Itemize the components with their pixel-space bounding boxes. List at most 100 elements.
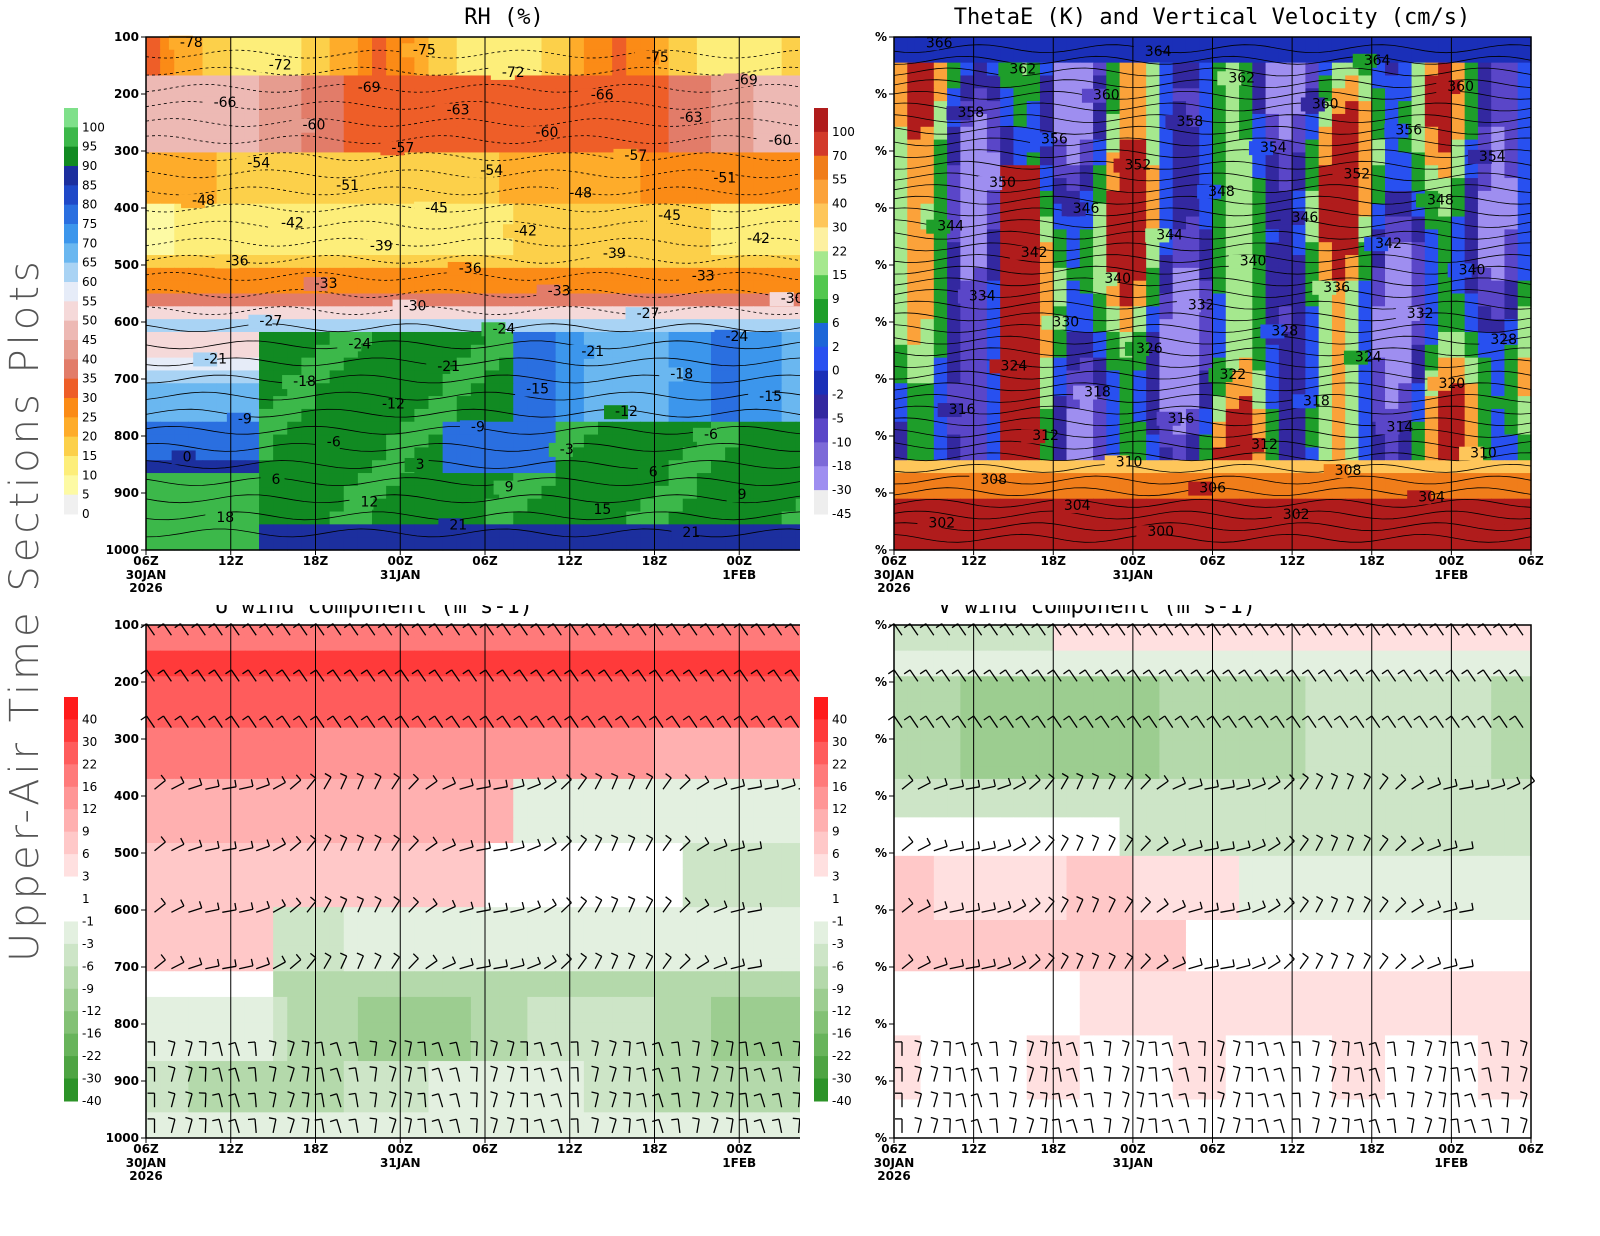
- field-cell: [1424, 37, 1439, 51]
- field-cell: [1132, 306, 1147, 320]
- field-cell: [654, 344, 670, 359]
- field-cell: [1292, 37, 1306, 51]
- field-cell: [485, 242, 500, 256]
- x-tick-label: 18Z: [1041, 554, 1067, 568]
- field-cell: [894, 370, 908, 384]
- field-cell: [1305, 460, 1320, 474]
- field-cell: [1225, 101, 1240, 115]
- field-cell: [682, 242, 698, 256]
- field-cell: [1504, 434, 1519, 448]
- field-cell: [1199, 331, 1214, 346]
- field-cell: [1451, 524, 1466, 538]
- field-cell: [1185, 344, 1200, 359]
- field-cell: [428, 663, 444, 677]
- field-cell: [1093, 408, 1107, 423]
- field-cell: [527, 216, 543, 230]
- field-cell: [1318, 524, 1333, 538]
- field-cell: [781, 778, 797, 793]
- field-cell: [1199, 383, 1214, 397]
- field-cell: [357, 625, 373, 639]
- field-cell: [400, 434, 415, 448]
- field-cell: [1464, 511, 1479, 525]
- field-cell: [1438, 203, 1452, 218]
- field-cell: [1358, 408, 1373, 423]
- field-cell: [428, 49, 444, 64]
- field-cell: [485, 190, 500, 205]
- field-cell: [781, 460, 797, 474]
- field-cell: [160, 255, 175, 269]
- field-cell: [654, 753, 670, 767]
- field-cell: [301, 319, 317, 333]
- field-cell: [414, 190, 430, 205]
- field-cell: [973, 165, 988, 179]
- field-cell: [795, 778, 800, 793]
- field-cell: [1517, 383, 1532, 397]
- field-cell: [1278, 242, 1293, 256]
- field-cell: [287, 637, 302, 652]
- field-cell: [894, 165, 908, 179]
- field-cell: [386, 537, 401, 551]
- field-cell: [668, 473, 684, 487]
- field-cell: [555, 216, 571, 230]
- field-cell: [230, 37, 246, 51]
- field-cell: [1517, 75, 1532, 89]
- field-cell: [244, 753, 260, 767]
- field-cell: [1119, 101, 1134, 115]
- contour-label-bg: [1165, 114, 1190, 129]
- field-cell: [1172, 216, 1187, 230]
- field-cell: [174, 370, 189, 384]
- field-cell: [960, 306, 975, 320]
- field-cell: [767, 637, 783, 652]
- field-cell: [1517, 267, 1532, 282]
- field-cell: [739, 113, 754, 128]
- field-cell: [654, 178, 670, 192]
- field-cell: [1398, 293, 1413, 307]
- field-cell: [174, 701, 189, 716]
- field-cell: [569, 229, 585, 243]
- field-cell: [907, 460, 922, 474]
- field-cell: [1239, 88, 1253, 102]
- field-cell: [414, 473, 430, 487]
- field-cell: [230, 216, 246, 230]
- field-cell: [1477, 306, 1492, 320]
- field-cell: [273, 139, 288, 154]
- field-cell: [216, 216, 232, 230]
- colorbar-swatch: [64, 224, 78, 244]
- field-cell: [583, 152, 599, 166]
- field-cell: [1013, 537, 1028, 551]
- field-cell: [386, 434, 401, 448]
- field-cell: [1000, 152, 1015, 166]
- field-cell: [301, 498, 317, 513]
- field-cell: [696, 62, 712, 77]
- field-cell: [1079, 101, 1094, 115]
- field-cell: [1385, 344, 1399, 359]
- field-cell: [343, 267, 359, 282]
- contour-label: 334: [969, 289, 996, 305]
- field-cell: [947, 37, 961, 51]
- field-cell: [986, 203, 1001, 218]
- field-cell: [569, 421, 585, 436]
- field-cell: [188, 165, 204, 179]
- field-cell: [626, 344, 641, 359]
- field-cell: [1199, 113, 1214, 128]
- field-cell: [1252, 511, 1267, 525]
- field-cell: [640, 126, 656, 141]
- field-cell: [216, 791, 232, 806]
- field-cell: [947, 242, 961, 256]
- field-cell: [1424, 460, 1439, 474]
- field-cell: [244, 113, 260, 128]
- field-cell: [1411, 229, 1426, 243]
- field-cell: [894, 267, 908, 282]
- field-cell: [907, 537, 922, 551]
- field-cell: [583, 537, 599, 551]
- field-cell: [301, 524, 317, 538]
- field-cell: [485, 88, 500, 102]
- field-cell: [428, 689, 444, 703]
- field-cell: [1491, 473, 1506, 487]
- field-cell: [1438, 178, 1452, 192]
- field-cell: [343, 293, 359, 307]
- field-cell: [1106, 370, 1121, 384]
- field-cell: [711, 701, 726, 716]
- field-cell: [767, 62, 783, 77]
- field-cell: [1239, 37, 1253, 51]
